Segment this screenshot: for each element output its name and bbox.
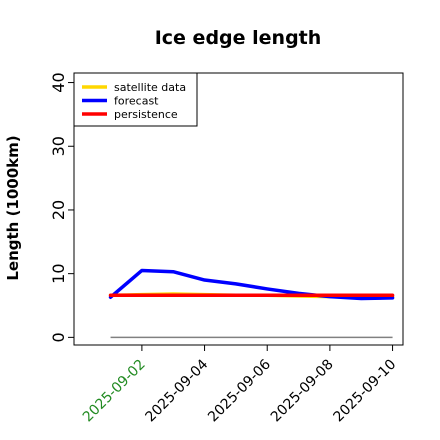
legend-label: persistence — [114, 108, 178, 121]
y-tick-label: 10 — [49, 263, 68, 283]
chart-title: Ice edge length — [155, 27, 322, 49]
legend-label: satellite data — [114, 81, 186, 94]
series-lines — [108, 268, 395, 339]
legend-label: forecast — [114, 95, 159, 108]
y-tick-label: 20 — [49, 200, 68, 220]
series-line-forecast — [108, 268, 395, 301]
y-axis-label: Length (1000km) — [4, 135, 22, 280]
x-tick-label: 2025-09-10 — [331, 357, 400, 426]
x-tick-label: 2025-09-08 — [268, 357, 337, 426]
x-tick-label: 2025-09-02 — [80, 357, 149, 426]
x-tick-label: 2025-09-04 — [143, 356, 212, 425]
y-tick-label: 30 — [49, 136, 68, 156]
y-axis: 0 10 20 30 40 — [49, 72, 74, 342]
x-tick-label: 2025-09-06 — [205, 356, 274, 425]
y-tick-label: 40 — [49, 72, 68, 92]
plot-frame — [73, 72, 404, 346]
y-tick-label: 0 — [49, 332, 68, 342]
x-axis: 2025-09-022025-09-042025-09-062025-09-08… — [80, 345, 400, 426]
